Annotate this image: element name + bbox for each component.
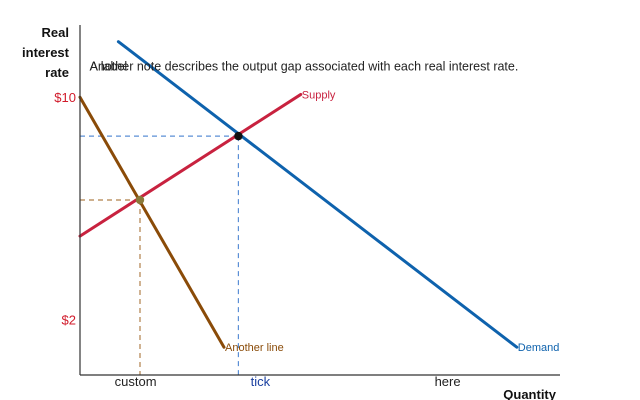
- series-label-another-line: Another line: [225, 342, 284, 354]
- equilibrium-points: [135, 131, 243, 205]
- annotations: Another note describes the output gap as…: [90, 60, 519, 74]
- annotation-text: A label: [90, 60, 128, 74]
- series-line-another-line: [78, 95, 226, 349]
- equilibrium-point: [135, 195, 145, 205]
- series-lines: [78, 40, 519, 349]
- y-axis-label-line: rate: [45, 65, 69, 80]
- x-tick-label: tick: [251, 374, 271, 389]
- y-axis-label: Real interest rate: [22, 25, 70, 80]
- x-tick-label: custom: [115, 374, 157, 389]
- guide-lines: [80, 135, 239, 375]
- series-labels: Supply Demand Another line: [225, 89, 559, 354]
- y-axis-label-line: Real: [42, 25, 69, 40]
- y-tick-label: $2: [62, 312, 76, 327]
- series-line-supply: [78, 92, 303, 238]
- annotation-text: Another note describes the output gap as…: [90, 60, 519, 74]
- series-label-demand: Demand: [518, 342, 560, 354]
- equilibrium-point: [234, 131, 243, 141]
- y-tick-label: $10: [54, 90, 76, 105]
- series-line-demand: [116, 40, 519, 349]
- x-axis-label: Quantity: [503, 387, 556, 400]
- series-label-supply: Supply: [302, 89, 336, 101]
- y-axis-label-line: interest: [22, 45, 70, 60]
- x-tick-labels: custom tick here: [115, 374, 461, 389]
- y-tick-labels: $10 $2: [54, 90, 76, 327]
- x-tick-label: here: [435, 374, 461, 389]
